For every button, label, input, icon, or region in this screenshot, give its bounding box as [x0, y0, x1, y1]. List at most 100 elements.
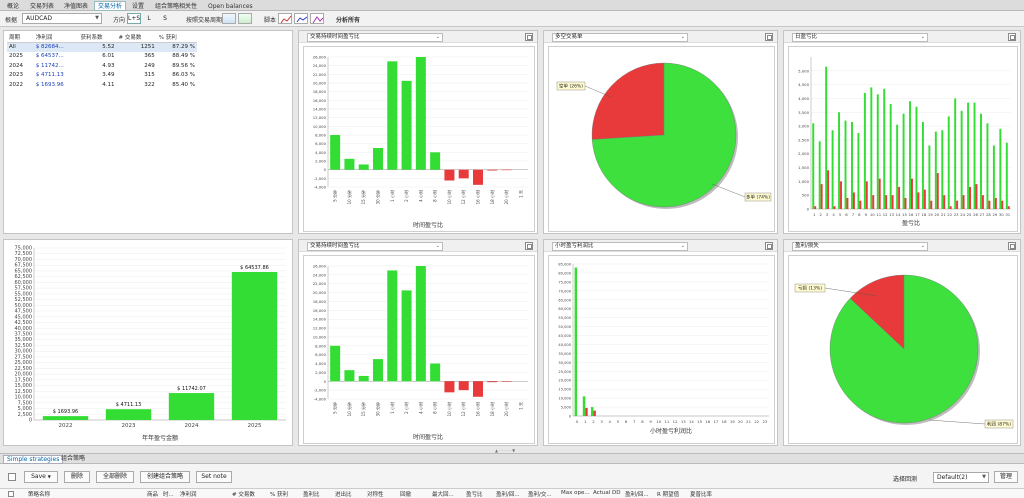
chart-line-icon-1[interactable] — [278, 13, 292, 24]
col-profit-factor[interactable]: 获利系数 — [78, 33, 117, 43]
col-profit-drawdown-2[interactable]: 盈利/回... — [625, 492, 649, 498]
y-tick-label: 45,000 — [558, 334, 571, 338]
col-win-rate[interactable]: % 获利 — [270, 492, 288, 498]
maximize-icon[interactable] — [525, 33, 533, 41]
stats-table-row[interactable]: 2025 $ 64537... 6.01 365 88.49 % — [7, 52, 197, 62]
x-tick-label: 15 — [697, 419, 702, 424]
col-timeframe[interactable]: 时... — [163, 492, 174, 498]
y-tick-label: 80,000 — [558, 271, 571, 275]
panel-chart-select[interactable]: 小时盈亏利润比 ⌄ — [552, 242, 688, 251]
x-tick-label: 29 — [992, 212, 997, 217]
select-all-checkbox[interactable] — [8, 473, 16, 481]
y-tick-label: 67,500 — [15, 263, 33, 269]
col-net-profit[interactable]: 净利润 — [33, 33, 79, 43]
y-tick-label: 47,500 — [15, 309, 33, 315]
panel-splitter[interactable]: ▲ · · · · · ▼ — [0, 447, 1024, 453]
col-symbol[interactable]: 商品 — [147, 492, 159, 498]
create-portfolio-button[interactable]: 创建组合策略 — [140, 471, 190, 483]
col-drawdown[interactable]: 回撤 — [400, 492, 412, 498]
tab-correlation[interactable]: 组合策略相关性 — [155, 3, 198, 10]
direction-long-button[interactable]: L — [147, 15, 151, 22]
x-tick-label: 11 — [664, 419, 669, 424]
chart-line-icon-3[interactable] — [310, 13, 324, 24]
col-max-drawdown[interactable]: 最大回... — [432, 492, 454, 498]
y-tick-label: 52,500 — [15, 297, 33, 303]
stats-table-row[interactable]: 2024 $ 11742... 4.93 249 89.56 % — [7, 61, 197, 71]
tab-simple-strategies[interactable]: Simple strategies — [3, 455, 64, 464]
col-pnl-ratio[interactable]: 盈亏比 — [466, 492, 483, 498]
x-tick-label: 22 — [947, 212, 952, 217]
chart-line-icon-2[interactable] — [294, 13, 308, 24]
col-trades[interactable]: # 交易数 — [116, 33, 157, 43]
col-win-rate[interactable]: % 获利 — [156, 33, 197, 43]
y-tick-label: 75,000 — [558, 280, 571, 284]
tab-portfolio[interactable]: 组合策略 — [61, 455, 86, 462]
maximize-icon[interactable] — [1008, 242, 1016, 250]
x-tick-label: 5 — [839, 212, 842, 217]
panel-chart-select[interactable]: 盈利/损失 ⌄ — [792, 242, 928, 251]
col-net-profit[interactable]: 净利润 — [180, 492, 197, 498]
tab-equity-chart[interactable]: 净值图表 — [64, 3, 89, 10]
period-week-icon[interactable] — [222, 13, 236, 24]
x-tick-label: 23 — [762, 419, 767, 424]
x-tick-label: 10 分钟 — [346, 190, 352, 204]
symbol-select[interactable]: AUDCAD ▼ — [22, 13, 102, 24]
col-sharpe[interactable]: 夏普比率 — [690, 492, 713, 498]
direction-short-button[interactable]: S — [163, 15, 167, 22]
maximize-icon[interactable] — [765, 33, 773, 41]
y-tick-label: 57,500 — [15, 286, 33, 292]
period-month-icon[interactable] — [238, 13, 252, 24]
backtest-select[interactable]: Default(2) ▼ — [933, 472, 989, 483]
panel-header: 多空交易单 ⌄ — [544, 31, 777, 43]
y-tick-label: -4,000 — [314, 397, 327, 402]
bar — [949, 206, 952, 209]
panel-chart-select[interactable]: 交易持续时间盈亏比 ⌄ — [307, 33, 443, 42]
col-trades[interactable]: # 交易数 — [232, 492, 255, 498]
delete-button[interactable]: 删除 — [64, 471, 90, 483]
header-checkbox[interactable] — [8, 491, 14, 497]
set-note-button[interactable]: Set note — [196, 471, 232, 483]
pie-label-box — [556, 81, 586, 91]
tab-overview[interactable]: 概论 — [7, 3, 20, 10]
y-tick-label: 10,000 — [313, 124, 327, 129]
x-tick-label: 20 小时 — [503, 402, 509, 416]
col-entry-exit-ratio[interactable]: 进出比 — [335, 492, 352, 498]
maximize-icon[interactable] — [525, 242, 533, 250]
bar — [825, 66, 828, 209]
panel-chart-select[interactable]: 多空交易单 ⌄ — [552, 33, 688, 42]
stats-table-row[interactable]: All $ 82684... 5.52 1251 87.29 % — [7, 42, 197, 52]
x-tick-label: 15 分钟 — [360, 190, 366, 204]
col-profit-trade[interactable]: 盈利/交... — [528, 492, 552, 498]
yearly-pnl-chart: 02,5005,0007,50010,00012,50015,00017,500… — [15, 246, 286, 442]
net-profit-cell: $ 64537... — [35, 53, 64, 60]
y-tick-label: 4,000 — [315, 361, 326, 366]
panel-chart-select[interactable]: 交易持续时间盈亏比 ⌄ — [307, 242, 443, 251]
col-profit-ratio[interactable]: 盈利比 — [303, 492, 320, 498]
tab-settings[interactable]: 设置 — [132, 3, 145, 10]
direction-both-button[interactable]: L+S — [127, 13, 141, 24]
net-profit-cell: $ 82684... — [35, 44, 64, 50]
bar — [458, 169, 469, 179]
stats-table-row[interactable]: 2022 $ 1693.96 4.11 322 85.40 % — [7, 80, 197, 90]
manage-button[interactable]: 管理 — [994, 471, 1018, 483]
col-symmetry[interactable]: 对称性 — [367, 492, 384, 498]
y-tick-label: 6,000 — [315, 141, 326, 146]
maximize-icon[interactable] — [765, 242, 773, 250]
tab-open-balances[interactable]: Open balances — [208, 3, 253, 10]
save-button[interactable]: Save ▼ — [24, 471, 58, 483]
bar — [473, 169, 483, 185]
col-r-expectancy[interactable]: R 期望值 — [657, 492, 680, 498]
tab-trade-list[interactable]: 交易列表 — [30, 3, 55, 10]
tab-trade-analysis[interactable]: 交易分析 — [94, 1, 127, 11]
col-max-open[interactable]: Max ope... — [561, 490, 590, 496]
x-tick-label: 17 — [713, 419, 718, 424]
maximize-icon[interactable] — [1008, 33, 1016, 41]
col-actual-dd[interactable]: Actual DD — [593, 490, 621, 496]
splitter-handle-icon[interactable]: ▲ · · · · · ▼ — [495, 448, 516, 453]
panel-chart-select[interactable]: 日盈亏比 ⌄ — [792, 33, 928, 42]
col-strategy-name[interactable]: 策略名称 — [28, 492, 51, 498]
col-period[interactable]: 周期 — [7, 33, 34, 43]
stats-table-row[interactable]: 2023 $ 4711.13 3.49 315 86.03 % — [7, 71, 197, 81]
delete-all-button[interactable]: 全部删除 — [96, 471, 134, 483]
col-profit-drawdown[interactable]: 盈利/回... — [496, 492, 520, 498]
